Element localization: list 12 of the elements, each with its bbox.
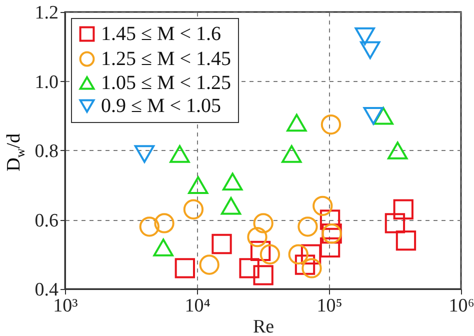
legend-label: 1.45 ≤ M < 1.6 xyxy=(101,23,222,45)
y-tick-label: 0.8 xyxy=(34,141,58,162)
x-axis-title: Re xyxy=(252,316,274,336)
x-tick-label: 10⁵ xyxy=(316,296,342,316)
y-tick-label: 1.2 xyxy=(34,2,58,24)
legend-label: 1.05 ≤ M < 1.25 xyxy=(101,72,232,94)
y-tick-label: 1.0 xyxy=(34,72,58,93)
legend-label: 0.9 ≤ M < 1.05 xyxy=(101,95,222,117)
x-tick-label: 10⁴ xyxy=(184,296,211,316)
x-tick-label: 10⁶ xyxy=(448,296,474,316)
y-tick-label: 0.6 xyxy=(34,210,58,232)
legend-label: 1.25 ≤ M < 1.45 xyxy=(101,48,232,70)
